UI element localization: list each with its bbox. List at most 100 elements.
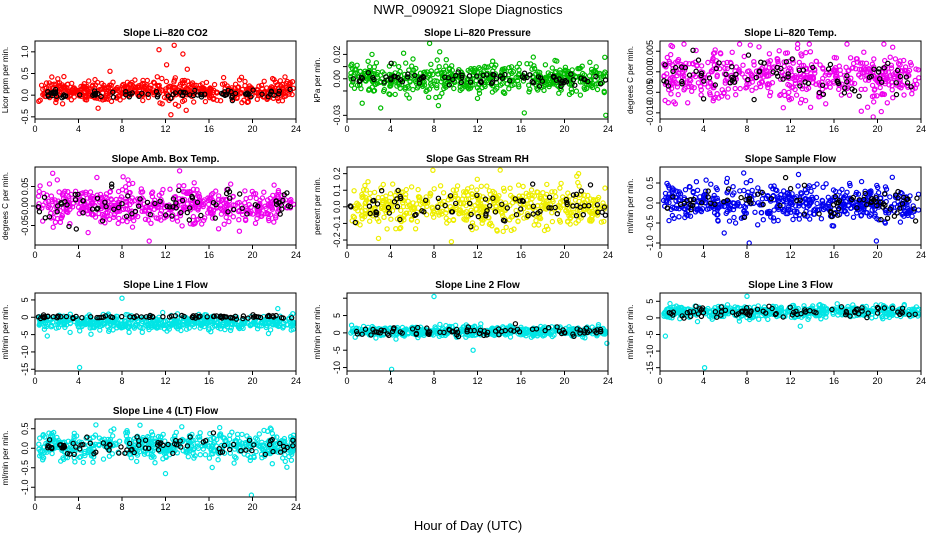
data-point [284,78,290,85]
data-point [675,70,682,76]
data-point [289,315,295,321]
data-point [189,193,195,200]
data-point [349,61,355,67]
data-point [55,80,61,86]
data-point [530,80,537,86]
data-point [468,224,474,230]
data-point [101,85,108,91]
data-point [602,212,609,218]
data-point [145,91,151,98]
data-point [136,91,143,97]
data-point [363,78,369,84]
data-point [691,84,697,91]
data-point [135,203,142,209]
data-point [200,203,206,210]
data-point [198,212,204,219]
data-point [123,188,130,194]
data-point [59,82,66,88]
data-point [874,93,880,99]
data-point [561,202,567,208]
data-point [476,90,483,97]
data-point [805,184,811,191]
data-point [530,54,537,60]
data-point [123,321,129,327]
data-point [163,78,170,85]
data-point [378,205,385,212]
data-point [687,213,694,219]
data-point [250,314,257,320]
y-tick-label: 0.00 [332,70,342,88]
data-point [550,198,556,205]
data-point [794,208,800,215]
data-point [172,75,178,81]
data-point [566,206,572,212]
data-point [515,218,521,225]
data-point [682,206,688,213]
data-point [816,211,822,217]
data-point [222,202,229,209]
data-point [57,207,63,214]
data-point [227,181,234,187]
data-point [413,211,419,218]
data-point [50,319,56,326]
data-point [681,200,688,206]
data-point [442,202,448,209]
data-point [530,203,537,209]
data-point [190,213,197,220]
data-point [446,82,452,88]
data-point [156,317,162,323]
data-point [792,203,799,209]
data-point [830,202,837,208]
data-point [192,87,198,94]
data-point [36,98,42,105]
data-point [169,213,175,219]
data-point [891,75,897,81]
data-point [490,71,496,78]
data-point [863,60,870,67]
data-point [158,208,165,214]
data-point [116,201,123,208]
data-point [186,87,192,93]
data-point [531,65,538,72]
data-point [200,201,207,208]
data-point [710,97,716,104]
data-point [710,55,716,62]
data-point [835,212,841,218]
data-point [359,75,366,82]
data-point [123,91,129,98]
data-point [393,336,399,342]
data-point [760,74,767,80]
data-point [398,224,404,231]
data-point [195,207,201,213]
data-point [446,66,453,73]
data-point [901,208,908,214]
data-point [766,51,773,57]
data-point [153,215,159,221]
data-point [664,205,671,211]
data-point [856,93,862,99]
data-point [433,94,439,101]
data-point [887,73,893,79]
data-point [157,198,163,204]
data-point [164,203,170,210]
data-point [746,196,752,203]
data-point [740,62,746,68]
data-point [737,85,743,92]
data-point [267,203,273,209]
y-axis-label: ml/min per min. [313,305,322,360]
data-point [115,204,122,211]
data-point [868,202,875,208]
data-point [89,83,96,90]
x-tick-label: 20 [559,124,569,134]
data-point [678,64,685,70]
data-point [915,207,922,213]
data-point [129,211,135,217]
data-point [556,76,562,82]
data-point [236,216,242,223]
data-point [795,41,801,47]
x-tick-label: 24 [916,250,926,260]
data-point [594,202,601,208]
data-point [46,203,52,209]
data-point [682,214,688,221]
